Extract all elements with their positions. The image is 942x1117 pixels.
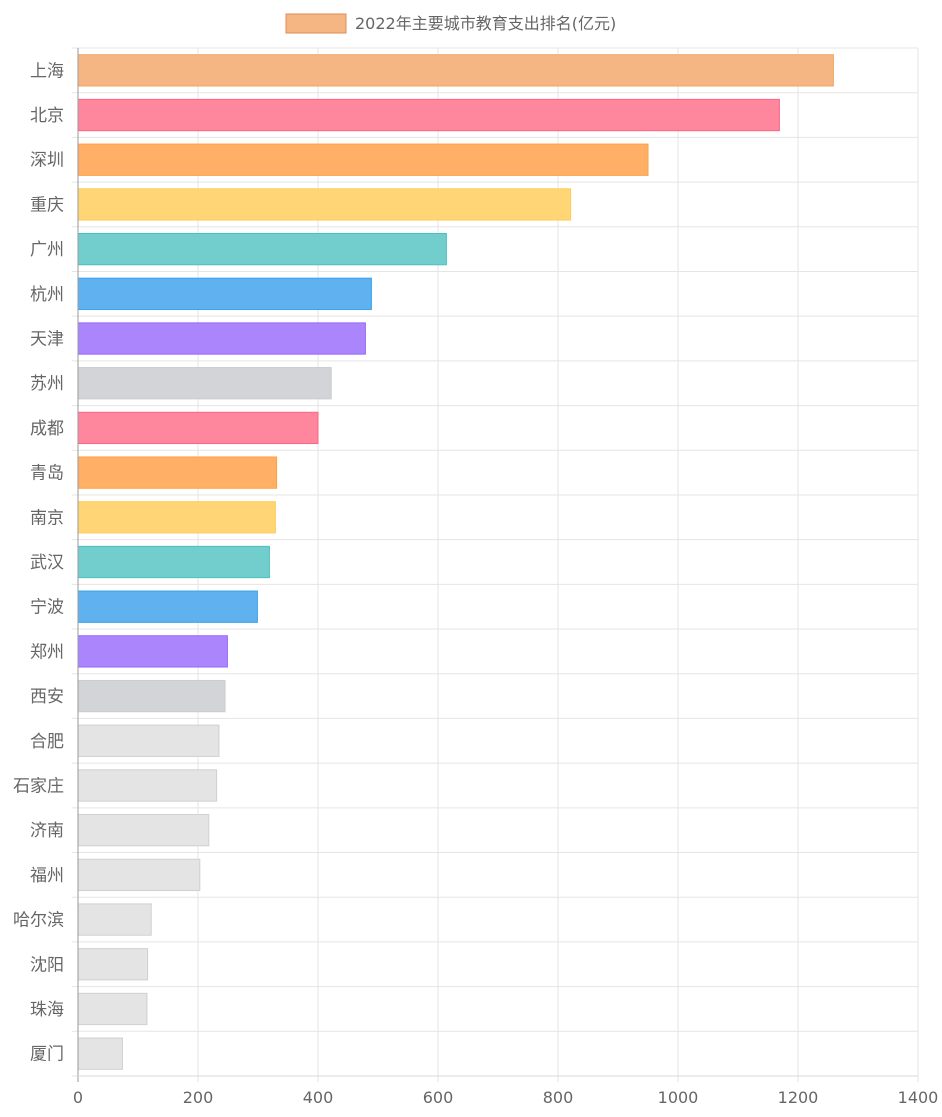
y-tick-label: 杭州 <box>30 285 64 305</box>
bar[interactable] <box>77 143 649 176</box>
bar[interactable] <box>77 277 372 310</box>
x-tick-label: 0 <box>73 1088 83 1107</box>
x-tick-label: 1400 <box>898 1088 939 1107</box>
axes <box>77 48 918 1077</box>
y-tick-label: 石家庄 <box>13 776 64 796</box>
y-tick-label: 厦门 <box>30 1045 64 1065</box>
bar[interactable] <box>77 992 148 1026</box>
bar[interactable] <box>77 322 366 355</box>
bar[interactable] <box>77 54 834 87</box>
bar[interactable] <box>77 456 278 489</box>
y-tick-label: 天津 <box>30 330 64 350</box>
y-tick-label: 福州 <box>30 866 64 886</box>
grid <box>72 47 919 1082</box>
bar[interactable] <box>77 858 201 892</box>
y-tick-label: 珠海 <box>30 1000 64 1020</box>
x-tick-label: 200 <box>183 1088 214 1107</box>
bar[interactable] <box>77 188 572 221</box>
y-tick-label: 成都 <box>30 419 64 439</box>
bar[interactable] <box>77 590 258 623</box>
y-tick-label: 哈尔滨 <box>13 911 64 931</box>
y-tick-label: 合肥 <box>30 732 64 752</box>
bar[interactable] <box>77 1037 123 1070</box>
x-tick-label: 400 <box>303 1088 334 1107</box>
bar[interactable] <box>77 679 226 713</box>
legend[interactable]: 2022年主要城市教育支出排名(亿元) <box>285 13 616 34</box>
bar[interactable] <box>77 635 228 668</box>
y-tick-label: 上海 <box>30 61 64 81</box>
x-tick-label: 1200 <box>778 1088 819 1107</box>
bar[interactable] <box>77 769 218 802</box>
x-tick-label: 800 <box>543 1088 574 1107</box>
y-tick-label: 武汉 <box>30 553 64 573</box>
bar[interactable] <box>77 367 332 400</box>
y-tick-label: 宁波 <box>30 598 64 618</box>
y-tick-label: 济南 <box>30 821 64 841</box>
y-tick-label: 深圳 <box>30 151 64 171</box>
bar[interactable] <box>77 501 276 534</box>
y-tick-label: 重庆 <box>30 195 64 215</box>
y-tick-label: 郑州 <box>30 642 64 662</box>
labels: 0 200 400 600 800 1000 1200 1400 上海北京深圳重庆广州杭州天津苏… <box>13 61 938 1107</box>
bar[interactable] <box>77 948 149 981</box>
x-tick-label: 600 <box>423 1088 454 1107</box>
bar[interactable] <box>77 545 270 579</box>
legend-label[interactable]: 2022年主要城市教育支出排名(亿元) <box>355 14 616 33</box>
bar[interactable] <box>77 903 152 936</box>
bar[interactable] <box>77 232 447 266</box>
y-tick-label: 北京 <box>30 106 64 126</box>
y-tick-label: 西安 <box>30 687 64 707</box>
legend-swatch[interactable] <box>285 13 347 34</box>
bar[interactable] <box>77 724 220 757</box>
y-tick-label: 南京 <box>30 508 64 528</box>
bar[interactable] <box>77 814 210 847</box>
y-tick-label: 苏州 <box>30 374 64 394</box>
bar[interactable] <box>77 98 780 132</box>
y-tick-label: 青岛 <box>30 464 64 484</box>
bars <box>77 54 834 1070</box>
bar[interactable] <box>77 411 319 445</box>
y-tick-label: 广州 <box>30 240 64 260</box>
x-tick-label: 1000 <box>658 1088 699 1107</box>
y-tick-label: 沈阳 <box>30 955 64 975</box>
